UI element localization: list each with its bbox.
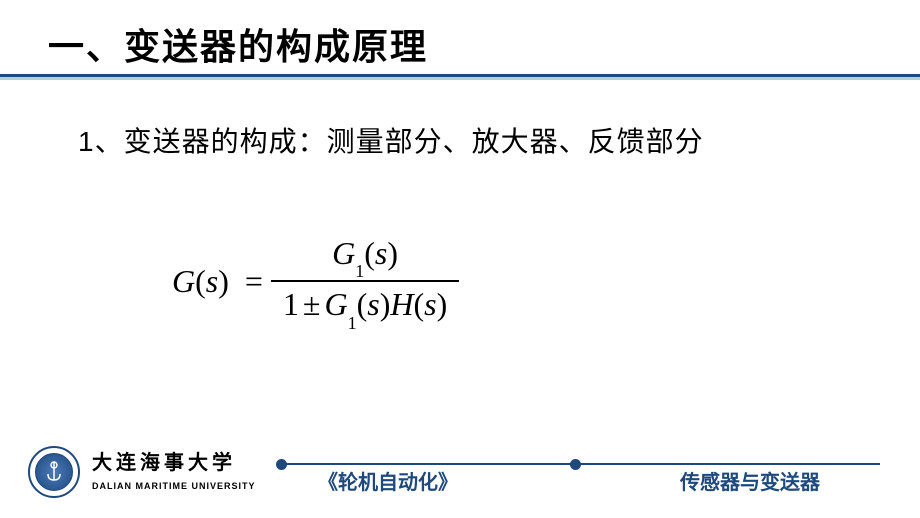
- university-logo: [28, 446, 80, 498]
- university-name-en: DALIAN MARITIME UNIVERSITY: [92, 481, 256, 491]
- logo-inner: [35, 453, 73, 491]
- slide-title: 一、变送器的构成原理: [48, 18, 428, 70]
- footer-chapter: 传感器与变送器: [680, 466, 820, 495]
- fraction: G1(s) 1±G1(s)H(s): [271, 235, 459, 328]
- denom-arg1: s: [367, 286, 379, 322]
- num-arg: s: [375, 235, 387, 271]
- denom-sub1: 1: [348, 313, 357, 333]
- university-name-cn: 大连海事大学: [92, 446, 236, 475]
- anchor-icon: [42, 460, 66, 484]
- denom-arg2: s: [424, 286, 436, 322]
- footer-dot-2: [570, 459, 581, 470]
- underline-light: [0, 77, 920, 80]
- numerator: G1(s): [312, 235, 418, 280]
- num-sub: 1: [355, 261, 364, 281]
- denom-pm: ±: [303, 286, 321, 322]
- formula-lhs: G(s): [172, 263, 229, 300]
- lhs-arg: s: [206, 263, 218, 299]
- body-text: 1、变送器的构成：测量部分、放大器、反馈部分: [78, 120, 704, 160]
- denom-var1: G: [324, 286, 347, 322]
- footer: 大连海事大学 DALIAN MARITIME UNIVERSITY 《轮机自动化…: [0, 433, 920, 503]
- num-var: G: [332, 235, 355, 271]
- denominator: 1±G1(s)H(s): [271, 282, 459, 327]
- formula-eq: =: [245, 263, 263, 300]
- slide-container: 一、变送器的构成原理 1、变送器的构成：测量部分、放大器、反馈部分 G(s) =…: [0, 0, 920, 518]
- footer-course: 《轮机自动化》: [318, 466, 458, 495]
- formula: G(s) = G1(s) 1±G1(s)H(s): [172, 235, 459, 328]
- lhs-var: G: [172, 263, 195, 299]
- title-underline: [0, 74, 920, 80]
- denom-var2: H: [390, 286, 413, 322]
- denom-one: 1: [283, 286, 299, 322]
